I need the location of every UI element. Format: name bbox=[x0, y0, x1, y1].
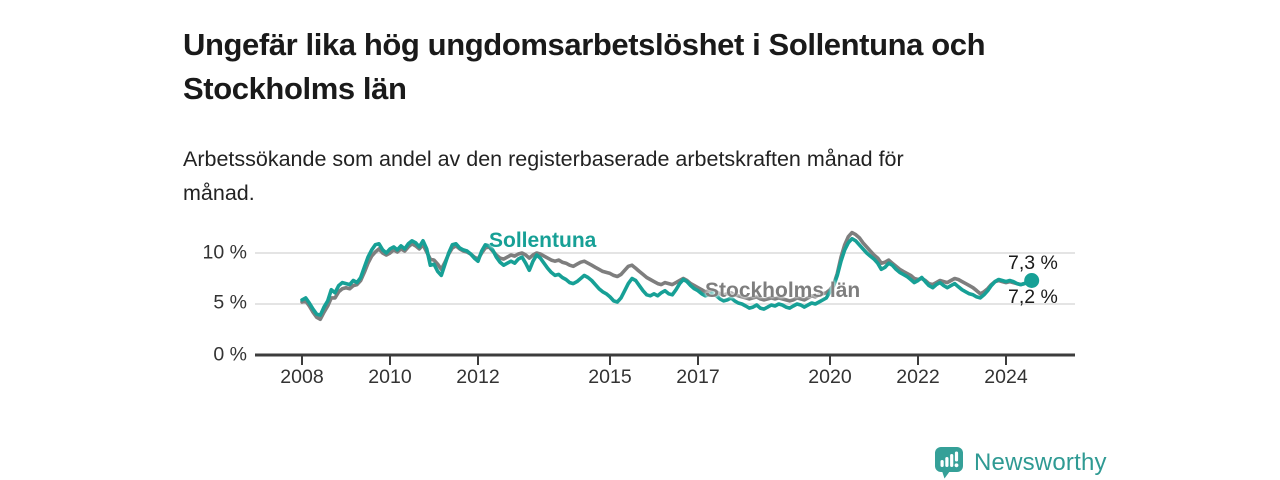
series-end-dot bbox=[1024, 273, 1040, 288]
end-value-label-stockholms-lan: 7,2 % bbox=[1008, 286, 1058, 308]
newsworthy-logo-text: Newsworthy bbox=[974, 448, 1107, 476]
sollentuna-line bbox=[300, 236, 1034, 318]
x-axis-tick-2015: 2015 bbox=[588, 366, 632, 388]
x-axis-tick-2024: 2024 bbox=[984, 366, 1028, 388]
newsworthy-logo[interactable]: Newsworthy bbox=[934, 446, 1107, 479]
x-axis-tick-2017: 2017 bbox=[676, 366, 720, 388]
chart-subtitle: Arbetssökande som andel av den registerb… bbox=[183, 146, 904, 206]
x-axis-tick-2012: 2012 bbox=[456, 366, 500, 388]
x-axis-tick-2022: 2022 bbox=[896, 366, 940, 388]
page-title: Ungefär lika hög ungdomsarbetslöshet i S… bbox=[183, 26, 986, 106]
newsworthy-bubble-icon bbox=[935, 447, 963, 479]
y-axis-tick-5: 5 % bbox=[213, 291, 247, 314]
series-label-stockholms-lan: Stockholms län bbox=[705, 279, 861, 302]
series-label-sollentuna: Sollentuna bbox=[489, 229, 597, 252]
x-axis-tick-2008: 2008 bbox=[280, 366, 324, 388]
y-axis-tick-10: 10 % bbox=[202, 241, 247, 264]
x-axis-tick-2020: 2020 bbox=[808, 366, 852, 388]
end-value-label-sollentuna: 7,3 % bbox=[1008, 252, 1058, 274]
y-axis-tick-0: 0 % bbox=[213, 343, 247, 366]
x-axis-tick-2010: 2010 bbox=[368, 366, 412, 388]
